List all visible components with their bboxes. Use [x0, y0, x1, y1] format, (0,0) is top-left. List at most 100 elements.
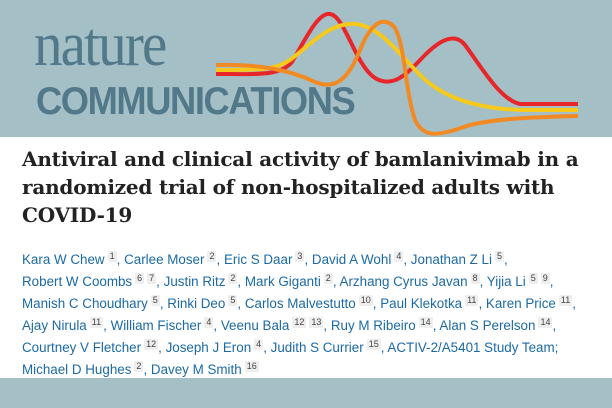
affiliation-badge[interactable]: 7	[147, 273, 157, 284]
author-link[interactable]: ACTIV-2/A5401 Study Team;	[387, 340, 558, 355]
author-link[interactable]: Michael D Hughes 2,	[22, 361, 147, 377]
affiliation-badge[interactable]: 11	[558, 295, 573, 306]
logo-ribbon-icon	[215, 12, 579, 136]
author-link[interactable]: Arzhang Cyrus Javan 8,	[339, 273, 483, 289]
author-name[interactable]: Karen Price	[485, 296, 556, 311]
author-name[interactable]: Alan S Perelson	[439, 318, 536, 333]
article-title: Antiviral and clinical activity of bamla…	[22, 147, 579, 227]
affiliation-badge[interactable]: 4	[394, 251, 404, 262]
author-link[interactable]: Kara W Chew 1,	[22, 251, 121, 267]
affiliation-badge[interactable]: 15	[366, 339, 381, 350]
author-link[interactable]: Eric S Daar 3,	[223, 251, 309, 267]
author-separator: ,	[572, 296, 576, 311]
affiliation-badge[interactable]: 12	[292, 317, 307, 328]
author-name[interactable]: Eric S Daar	[223, 252, 293, 267]
author-link[interactable]: William Fischer 4,	[110, 317, 218, 333]
author-separator: ,	[372, 296, 377, 311]
author-name[interactable]: Joseph J Eron	[165, 340, 252, 355]
author-link[interactable]: Yijia Li 5 9,	[486, 273, 554, 289]
author-name[interactable]: Rinki Deo	[167, 296, 226, 311]
author-name[interactable]: Carlee Moser	[124, 252, 205, 267]
affiliation-badge[interactable]: 1	[107, 251, 117, 262]
author-link[interactable]: Judith S Currier 15,	[270, 339, 384, 355]
affiliation-badge[interactable]: 5	[494, 251, 504, 262]
author-separator: ,	[503, 252, 508, 267]
affiliation-badge[interactable]: 5	[528, 273, 538, 284]
affiliation-badge[interactable]: 12	[144, 339, 159, 350]
affiliation-badge[interactable]: 2	[134, 361, 144, 372]
affiliation-badge[interactable]: 8	[470, 273, 480, 284]
author-name[interactable]: Kara W Chew	[22, 252, 105, 267]
author-link[interactable]: Mark Giganti 2,	[244, 273, 337, 289]
affiliation-badge[interactable]: 2	[228, 273, 238, 284]
author-name[interactable]: Ruy M Ribeiro	[330, 318, 416, 333]
author-name[interactable]: William Fischer	[110, 318, 202, 333]
affiliation-badge[interactable]: 11	[465, 295, 479, 306]
author-name[interactable]: David A Wohl	[311, 252, 392, 267]
author-name[interactable]: Jonathan Z Li	[410, 252, 492, 267]
author-name[interactable]: Yijia Li	[486, 274, 526, 289]
affiliation-badge[interactable]: 5	[228, 295, 238, 306]
author-link[interactable]: Carlee Moser 2,	[124, 251, 221, 267]
author-name[interactable]: Michael D Hughes	[22, 362, 132, 377]
author-separator: ,	[216, 252, 221, 267]
author-link[interactable]: Manish C Choudhary 5,	[22, 295, 164, 311]
author-name[interactable]: Veenu Bala	[220, 318, 290, 333]
author-separator: ,	[478, 296, 483, 311]
author-name[interactable]: Ajay Nirula	[22, 318, 87, 333]
author-name[interactable]: Judith S Currier	[270, 340, 364, 355]
author-name[interactable]: Manish C Choudhary	[22, 296, 148, 311]
author-link[interactable]: Davey M Smith 16	[150, 361, 259, 377]
author-separator: ,	[213, 318, 218, 333]
author-link[interactable]: Rinki Deo 5,	[167, 295, 241, 311]
author-link[interactable]: Ajay Nirula 11,	[22, 317, 107, 333]
author-name[interactable]: Courtney V Fletcher	[22, 340, 142, 355]
author-link[interactable]: Paul Klekotka 11,	[380, 295, 483, 311]
affiliation-badge[interactable]: 14	[418, 317, 433, 328]
author-separator: ,	[552, 318, 557, 333]
author-name[interactable]: Davey M Smith	[150, 362, 242, 377]
author-link[interactable]: Jonathan Z Li 5,	[410, 251, 508, 267]
author-separator: ,	[432, 318, 437, 333]
author-separator: ,	[263, 340, 267, 355]
author-link[interactable]: Ruy M Ribeiro 14,	[330, 317, 437, 333]
author-name[interactable]: Robert W Coombs	[22, 274, 133, 289]
author-link[interactable]: Courtney V Fletcher 12,	[22, 339, 162, 355]
affiliation-badge[interactable]: 5	[150, 295, 160, 306]
author-name[interactable]: ACTIV-2/A5401 Study Team	[387, 340, 555, 355]
author-link[interactable]: Veenu Bala 12 13,	[220, 317, 328, 333]
journal-header: nature COMMUNICATIONS	[0, 0, 612, 137]
affiliation-badge[interactable]: 2	[323, 273, 333, 284]
author-name[interactable]: Paul Klekotka	[380, 296, 463, 311]
author-link[interactable]: Karen Price 11,	[485, 295, 576, 311]
author-link[interactable]: Justin Ritz 2,	[163, 273, 241, 289]
author-name[interactable]: Arzhang Cyrus Javan	[339, 274, 468, 289]
author-separator: ,	[304, 252, 309, 267]
author-separator: ,	[103, 318, 107, 333]
author-link[interactable]: Alan S Perelson 14,	[439, 317, 557, 333]
affiliation-badge[interactable]: 16	[244, 361, 259, 372]
author-separator: ,	[323, 318, 328, 333]
affiliation-badge[interactable]: 11	[89, 317, 104, 328]
author-link[interactable]: Carlos Malvestutto 10,	[244, 295, 377, 311]
affiliation-badge[interactable]: 14	[538, 317, 553, 328]
author-name[interactable]: Carlos Malvestutto	[244, 296, 356, 311]
affiliation-badge[interactable]: 4	[204, 317, 214, 328]
affiliation-badge[interactable]: 9	[540, 273, 550, 284]
author-name[interactable]: Justin Ritz	[163, 274, 226, 289]
footer-bar	[0, 378, 612, 408]
affiliation-badge[interactable]: 10	[358, 295, 373, 306]
author-link[interactable]: David A Wohl 4,	[311, 251, 407, 267]
author-link[interactable]: Robert W Coombs 6 7,	[22, 273, 160, 289]
affiliation-badge[interactable]: 2	[207, 251, 217, 262]
author-separator: ,	[156, 274, 160, 289]
journal-logo-nature: nature	[34, 11, 167, 79]
affiliation-badge[interactable]: 4	[254, 339, 264, 350]
author-link[interactable]: Joseph J Eron 4,	[165, 339, 267, 355]
affiliation-badge[interactable]: 13	[309, 317, 324, 328]
affiliation-badge[interactable]: 6	[135, 273, 145, 284]
journal-logo-communications: COMMUNICATIONS	[36, 80, 356, 123]
affiliation-badge[interactable]: 3	[295, 251, 305, 262]
author-name[interactable]: Mark Giganti	[244, 274, 321, 289]
author-separator: ,	[116, 252, 121, 267]
